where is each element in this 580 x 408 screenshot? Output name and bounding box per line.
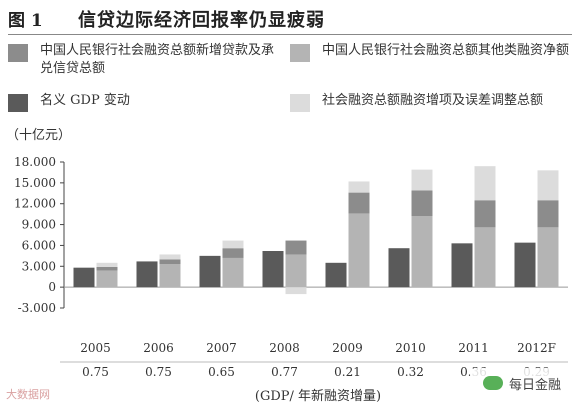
x-tick-label: 2010 [395, 341, 426, 355]
y-tick-label: 12.000 [14, 197, 56, 211]
bar-gdp-change [199, 255, 221, 288]
y-tick-label: 9.000 [22, 218, 56, 232]
legend-label-new-loans: 中国人民银行社会融资总额新增贷款及承兑信贷总额 [40, 43, 275, 76]
bar-new-loans [96, 266, 118, 271]
bar-new-loans [537, 200, 559, 228]
bar-adjustment [285, 287, 307, 295]
y-tick-label: 6.000 [22, 238, 56, 252]
y-tick-label: 3.000 [22, 259, 56, 273]
y-tick-label: -3.000 [18, 301, 56, 315]
bar-adjustment [474, 166, 496, 201]
bar-adjustment [537, 170, 559, 201]
x-tick-label: 2012F [517, 341, 556, 355]
legend-item-new-loans: 中国人民银行社会融资总额新增贷款及承兑信贷总额 [8, 42, 278, 78]
brand-text: 每日金融 [508, 377, 561, 393]
bar-new-loans [222, 248, 244, 258]
bar-other-net [411, 216, 433, 288]
x-tick-label: 2009 [332, 341, 363, 355]
bar-new-loans [348, 192, 370, 214]
ratio-label: 0.65 [208, 365, 235, 379]
bar-other-net [474, 227, 496, 288]
x-tick-label: 2007 [206, 341, 237, 355]
bar-new-loans [285, 240, 307, 255]
bar-gdp-change [514, 242, 536, 288]
legend-label-adjustment: 社会融资总额融资增项及误差调整总额 [322, 93, 544, 108]
bar-other-net [96, 270, 118, 288]
chart-legend: 中国人民银行社会融资总额新增贷款及承兑信贷总额 中国人民银行社会融资总额其他类融… [8, 42, 572, 122]
chart-title: 信贷边际经济回报率仍显疲弱 [78, 10, 325, 31]
bar-gdp-change [451, 243, 473, 288]
legend-label-other-net: 中国人民银行社会融资总额其他类融资净额 [322, 43, 570, 58]
bar-other-net [159, 264, 181, 288]
bar-other-net [222, 257, 244, 288]
figure-header: 图 1 信贷边际经济回报率仍显疲弱 [8, 4, 572, 36]
x-tick-label: 2011 [458, 341, 489, 355]
x-tick-label: 2008 [269, 341, 300, 355]
legend-item-gdp-change: 名义 GDP 变动 [8, 92, 278, 112]
title-divider [8, 34, 572, 35]
bar-gdp-change [136, 261, 158, 288]
bar-adjustment [222, 240, 244, 249]
y-axis-unit-label: （十亿元） [6, 128, 72, 143]
x-axis-label: (GDP/ 年新融资增量) [255, 388, 381, 404]
y-tick-label: 15.000 [14, 176, 56, 190]
figure-number: 图 1 [8, 11, 43, 31]
bar-gdp-change [262, 250, 284, 288]
wechat-bubble-icon [482, 376, 503, 390]
brand-badge: 每日金融 [470, 368, 574, 398]
legend-label-gdp-change: 名义 GDP 变动 [40, 93, 130, 108]
ratio-label: 0.77 [271, 365, 298, 379]
bar-gdp-change [73, 267, 95, 288]
ratio-label: 0.32 [397, 365, 424, 379]
legend-swatch-new-loans [8, 44, 28, 62]
bar-adjustment [348, 181, 370, 193]
legend-item-adjustment: 社会融资总额融资增项及误差调整总额 [290, 92, 580, 112]
watermark-text: 大数据网 [6, 388, 50, 401]
bar-adjustment [159, 254, 181, 260]
bar-other-net [285, 254, 307, 288]
bar-new-loans [411, 190, 433, 217]
x-tick-label: 2006 [143, 341, 174, 355]
x-tick-label: 2005 [80, 341, 111, 355]
y-tick-label: 0 [48, 280, 56, 294]
legend-item-other-net: 中国人民银行社会融资总额其他类融资净额 [290, 42, 570, 62]
ratio-label: 0.21 [334, 365, 361, 379]
bar-adjustment [411, 169, 433, 191]
bar-gdp-change [325, 262, 347, 288]
bar-other-net [537, 227, 559, 288]
legend-swatch-adjustment [290, 94, 310, 112]
bar-new-loans [159, 259, 181, 265]
legend-swatch-other-net [290, 44, 310, 62]
bar-adjustment [96, 262, 118, 267]
legend-swatch-gdp-change [8, 94, 28, 112]
bar-new-loans [474, 200, 496, 228]
y-tick-label: 18.000 [14, 155, 56, 169]
ratio-label: 0.75 [145, 365, 172, 379]
ratio-label: 0.75 [82, 365, 109, 379]
bar-gdp-change [388, 248, 410, 288]
bar-other-net [348, 213, 370, 288]
